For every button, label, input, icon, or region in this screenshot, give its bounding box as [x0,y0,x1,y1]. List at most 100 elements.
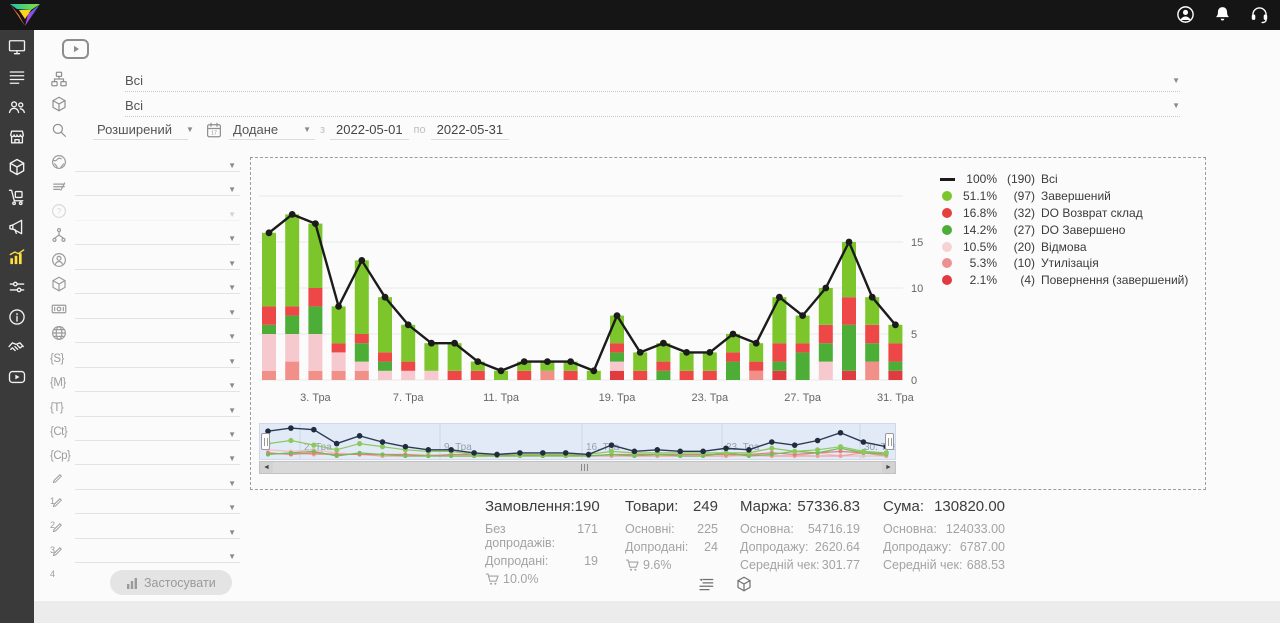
legend-label: Утилізація [1041,256,1099,271]
custom-2-filter[interactable]: 2 ▼ [50,494,240,530]
chart-bars-icon [127,577,137,589]
status-select[interactable]: Всі ▼ [125,70,1180,92]
custom-fields-filter[interactable]: ▼ [50,176,240,198]
video-tutorial-button[interactable] [62,39,89,59]
chart-navigator[interactable]: 2. Тра 9. Тра 16. Тра 23. Тра 30. Тра [259,423,898,460]
chevron-down-icon: ▼ [228,234,236,244]
source-filter[interactable]: ▼ [50,323,240,345]
payment-filter[interactable]: ▼ [50,299,240,321]
summary-sub-label: Середній чек: [740,558,820,572]
legend-item[interactable]: 2.1% (4) Повернення (завершений) [939,272,1201,289]
package-icon [50,95,68,113]
legend-item[interactable]: 100% (190) Всі [939,171,1201,188]
legend-item[interactable]: 5.3% (10) Утилізація [939,255,1201,272]
sidebar-item-video-lessons[interactable] [7,367,27,387]
summary-title: Маржа: [740,498,792,515]
payment-filter-icon [51,304,67,314]
summary-view-toggle[interactable] [697,575,715,593]
utm-campaign-filter[interactable]: {Cp} ▼ [50,445,240,467]
navigator-scrollbar[interactable]: ◄ ► [259,461,896,474]
sidebar-item-dashboard[interactable] [7,37,27,57]
cube-icon [52,96,66,112]
sitemap-icon [50,70,68,88]
legend-item[interactable]: 51.1% (97) Завершений [939,188,1201,205]
country-filter[interactable]: ▼ [50,152,240,174]
scrollbar-left-arrow[interactable]: ◄ [260,462,273,473]
legend-count: (10) [1013,256,1035,271]
trolley-icon [8,189,24,206]
sidebar-item-orders[interactable] [7,67,27,87]
date-to-input[interactable]: 2022-05-31 [430,119,510,140]
summary-value: 190 [574,498,600,515]
utm-term-filter[interactable]: {T} ▼ [50,397,240,419]
scrollbar-grip[interactable] [578,464,592,471]
utm-content-filter[interactable]: {Ct} ▼ [50,421,240,443]
product-filter[interactable]: ▼ [50,274,240,296]
legend-swatch [939,241,955,252]
legend-item[interactable]: 14.2% (27) DO Завершено [939,221,1201,238]
legend-label: DO Возврат склад [1041,205,1143,220]
sidebar-item-supply[interactable] [7,187,27,207]
support-icon[interactable] [1249,4,1270,25]
manager-filter[interactable]: ▼ [50,250,240,272]
sidebar-item-partners[interactable] [7,337,27,357]
apply-button[interactable]: Застосувати [110,570,232,595]
date-from-label: з [320,123,326,136]
custom-4-filter[interactable]: 4 ▼ [50,543,240,579]
structure-filter[interactable]: ▼ [50,225,240,247]
sidebar-item-settings[interactable] [7,277,27,297]
legend-label: Завершений [1041,189,1111,204]
custom-3-filter[interactable]: 3 ▼ [50,519,240,555]
search-mode-select[interactable]: Розширений ▼ [93,119,194,140]
summary-card: Замовлення: 190 Без допродажів: 171 Допрода… [485,498,600,586]
summary-sub-label: Допродажу: [740,540,809,554]
navigator-right-handle[interactable] [885,433,894,450]
sidebar-item-marketing[interactable] [7,217,27,237]
legend-count: (32) [1013,205,1035,220]
country-filter-icon [52,155,66,169]
legend-item[interactable]: 16.8% (32) DO Возврат склад [939,205,1201,222]
svg-text:9. Тра: 9. Тра [444,442,472,453]
legend-item[interactable]: 10.5% (20) Відмова [939,238,1201,255]
legend-count: (190) [1006,172,1035,187]
summary-card: Товари: 249 Основні: 225 Допродані: 24 9.6% [625,498,718,572]
sidebar-item-info[interactable] [7,307,27,327]
summary-sub-value: 124033.00 [945,522,1005,536]
chevron-down-icon: ▼ [228,552,236,562]
chevron-down-icon: ▼ [228,454,236,464]
chevron-down-icon: ▼ [228,161,236,170]
notifications-icon[interactable] [1212,4,1233,25]
svg-text:?: ? [57,207,62,216]
topbar [0,0,1280,30]
user-icon[interactable] [1175,4,1196,25]
products-view-toggle[interactable] [735,575,753,593]
sidebar-item-clients[interactable] [7,97,27,117]
custom-1-filter[interactable]: 1 ▼ [50,470,240,506]
svg-text:16. Тра: 16. Тра [586,442,620,453]
utm-medium-filter[interactable]: {M} ▼ [50,372,240,394]
legend-swatch [939,207,955,218]
sidebar-item-store[interactable] [7,127,27,147]
sidebar-item-statistics[interactable] [7,247,27,267]
help-filter-icon: ? [52,203,66,218]
app-logo[interactable] [7,2,43,28]
calendar-icon[interactable]: 17 [205,121,223,139]
help-filter[interactable]: ? ▼ [50,201,240,223]
utm-term-filter-icon: {T} [50,401,64,414]
summary-sub-label: Середній чек: [883,558,963,572]
chevron-down-icon: ▼ [228,185,236,195]
date-field-select[interactable]: Додане ▼ [229,119,315,140]
play-icon [8,370,26,384]
scrollbar-right-arrow[interactable]: ► [882,462,895,473]
svg-text:3. Тра: 3. Тра [300,392,331,404]
date-from-input[interactable]: 2022-05-01 [330,119,409,140]
sidebar-item-products[interactable] [7,157,27,177]
product-filter-row: Всі ▼ [50,95,1256,117]
utm-source-filter[interactable]: {S} ▼ [50,348,240,370]
summary-sub-value: 19 [584,554,598,568]
navigator-left-handle[interactable] [261,433,270,450]
legend-percent: 10.5% [962,239,997,254]
product-select[interactable]: Всі ▼ [125,95,1180,117]
